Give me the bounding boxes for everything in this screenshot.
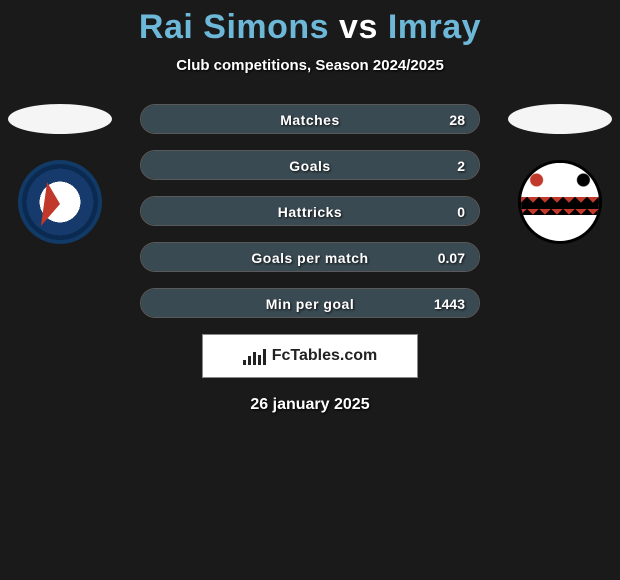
brand-box[interactable]: FcTables.com [202,334,418,378]
stat-row: Hattricks0 [140,196,480,226]
player1-club-badge [18,160,102,244]
stat-value: 1443 [434,289,465,318]
stat-row: Min per goal1443 [140,288,480,318]
subtitle: Club competitions, Season 2024/2025 [0,57,620,74]
stat-label: Matches [141,105,479,134]
comparison-title: Rai Simons vs Imray [0,0,620,47]
stat-value: 2 [457,151,465,180]
brand-text: FcTables.com [272,347,378,365]
stat-value: 0 [457,197,465,226]
stat-label: Goals per match [141,243,479,272]
player2-club-badge [518,160,602,244]
player2-name: Imray [388,8,481,46]
stat-label: Hattricks [141,197,479,226]
stats-container: Matches28 Goals2 Hattricks0 Goals per match… [140,104,480,318]
stat-row: Goals2 [140,150,480,180]
player2-photo-placeholder [508,104,612,134]
date-text: 26 january 2025 [0,396,620,414]
stat-value: 28 [449,105,465,134]
vs-text: vs [339,8,378,46]
player1-name: Rai Simons [139,8,329,46]
stat-value: 0.07 [438,243,465,272]
stat-label: Goals [141,151,479,180]
stat-label: Min per goal [141,289,479,318]
content-area: Matches28 Goals2 Hattricks0 Goals per match… [0,104,620,414]
brand-chart-icon [243,347,266,365]
player1-photo-placeholder [8,104,112,134]
stat-row: Matches28 [140,104,480,134]
stat-row: Goals per match0.07 [140,242,480,272]
